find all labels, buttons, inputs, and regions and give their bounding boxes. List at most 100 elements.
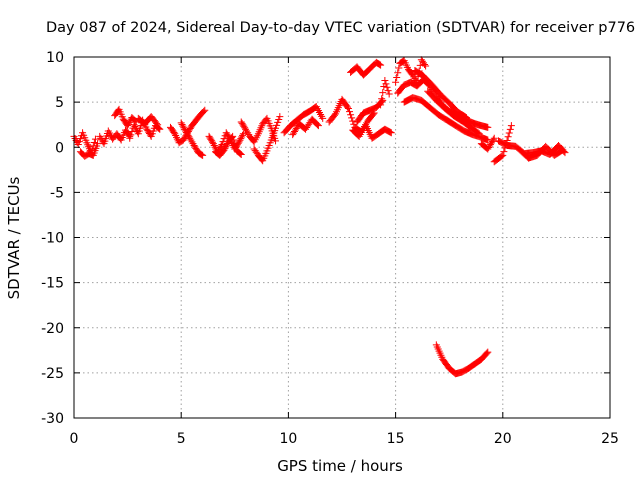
y-axis-title: SDTVAR / TECUs <box>5 176 23 299</box>
data-point <box>384 87 392 95</box>
data-point <box>188 138 196 146</box>
data-point <box>91 135 99 143</box>
data-point <box>236 150 244 158</box>
data-point <box>172 132 180 140</box>
data-point <box>382 80 390 88</box>
data-point <box>347 111 355 119</box>
data-point <box>475 130 483 138</box>
data-point <box>243 127 251 135</box>
x-tick-label: 10 <box>279 431 297 447</box>
data-point <box>98 136 106 144</box>
data-point <box>383 83 391 91</box>
data-point <box>378 95 386 103</box>
data-point <box>377 61 385 69</box>
data-point <box>235 138 243 146</box>
data-point <box>376 61 384 69</box>
data-point <box>504 133 512 141</box>
data-point <box>192 144 200 152</box>
data-point <box>392 78 400 86</box>
data-point <box>379 96 387 104</box>
data-point <box>124 120 132 128</box>
data-point <box>221 144 229 152</box>
data-point <box>489 136 497 144</box>
data-point <box>177 119 185 127</box>
data-point <box>181 125 189 133</box>
data-point <box>344 103 352 111</box>
data-point <box>223 141 231 149</box>
y-tick-label: -30 <box>41 411 64 427</box>
data-point <box>273 121 281 129</box>
y-tick-label: 0 <box>55 140 64 156</box>
data-point <box>393 74 401 82</box>
data-point <box>156 125 164 133</box>
data-point <box>127 131 135 139</box>
data-point <box>395 64 403 72</box>
data-point <box>181 127 189 135</box>
data-point <box>222 143 230 151</box>
data-point <box>272 137 280 145</box>
data-point <box>145 128 153 136</box>
data-point <box>170 128 178 136</box>
data-point <box>182 128 190 136</box>
data-point <box>484 348 492 356</box>
data-point <box>238 133 246 141</box>
data-point <box>76 135 84 143</box>
data-point <box>206 134 214 142</box>
data-point <box>558 147 566 155</box>
y-tick-label: 10 <box>46 50 64 66</box>
data-point <box>483 349 491 357</box>
data-point <box>229 132 237 140</box>
data-point <box>131 122 139 130</box>
data-point <box>506 125 514 133</box>
data-point <box>559 146 567 154</box>
data-point <box>125 118 133 126</box>
data-point <box>133 128 141 136</box>
data-point <box>184 131 192 139</box>
data-point <box>381 76 389 84</box>
y-tick-label: -5 <box>50 185 64 201</box>
data-point <box>172 133 180 141</box>
data-point <box>179 136 187 144</box>
data-point <box>216 144 224 152</box>
y-tick-label: -15 <box>41 276 64 292</box>
data-point <box>377 101 385 109</box>
x-tick-label: 5 <box>177 431 186 447</box>
data-point <box>155 124 163 132</box>
data-point <box>499 151 507 159</box>
data-point <box>197 150 205 158</box>
data-point <box>130 121 138 129</box>
data-point <box>490 134 498 142</box>
data-point <box>230 136 238 144</box>
data-point <box>461 113 469 121</box>
axis-ticks: 0 5 10 15 20 25 -30 -25 -20 -15 -10 -5 0 5 10 <box>41 50 619 447</box>
data-point <box>387 129 395 137</box>
data-point <box>505 129 513 137</box>
data-point <box>124 122 132 130</box>
data-point <box>238 119 246 127</box>
data-point <box>462 113 470 121</box>
data-point <box>244 129 252 137</box>
data-point <box>217 142 225 150</box>
data-point <box>239 131 247 139</box>
data-point <box>275 115 283 123</box>
x-tick-label: 20 <box>494 431 512 447</box>
data-point <box>314 122 322 130</box>
data-point <box>210 141 218 149</box>
data-point <box>198 151 206 159</box>
data-point <box>222 129 230 137</box>
x-tick-label: 25 <box>601 431 619 447</box>
data-point <box>205 132 213 140</box>
data-point <box>179 122 187 130</box>
data-points <box>70 56 569 378</box>
data-point <box>507 122 515 130</box>
data-point <box>224 132 232 140</box>
x-tick-label: 0 <box>70 431 79 447</box>
data-point <box>201 106 209 114</box>
data-point <box>386 128 394 136</box>
data-point <box>503 136 511 144</box>
data-point <box>200 107 208 115</box>
data-point <box>126 134 134 142</box>
data-point <box>274 118 282 126</box>
